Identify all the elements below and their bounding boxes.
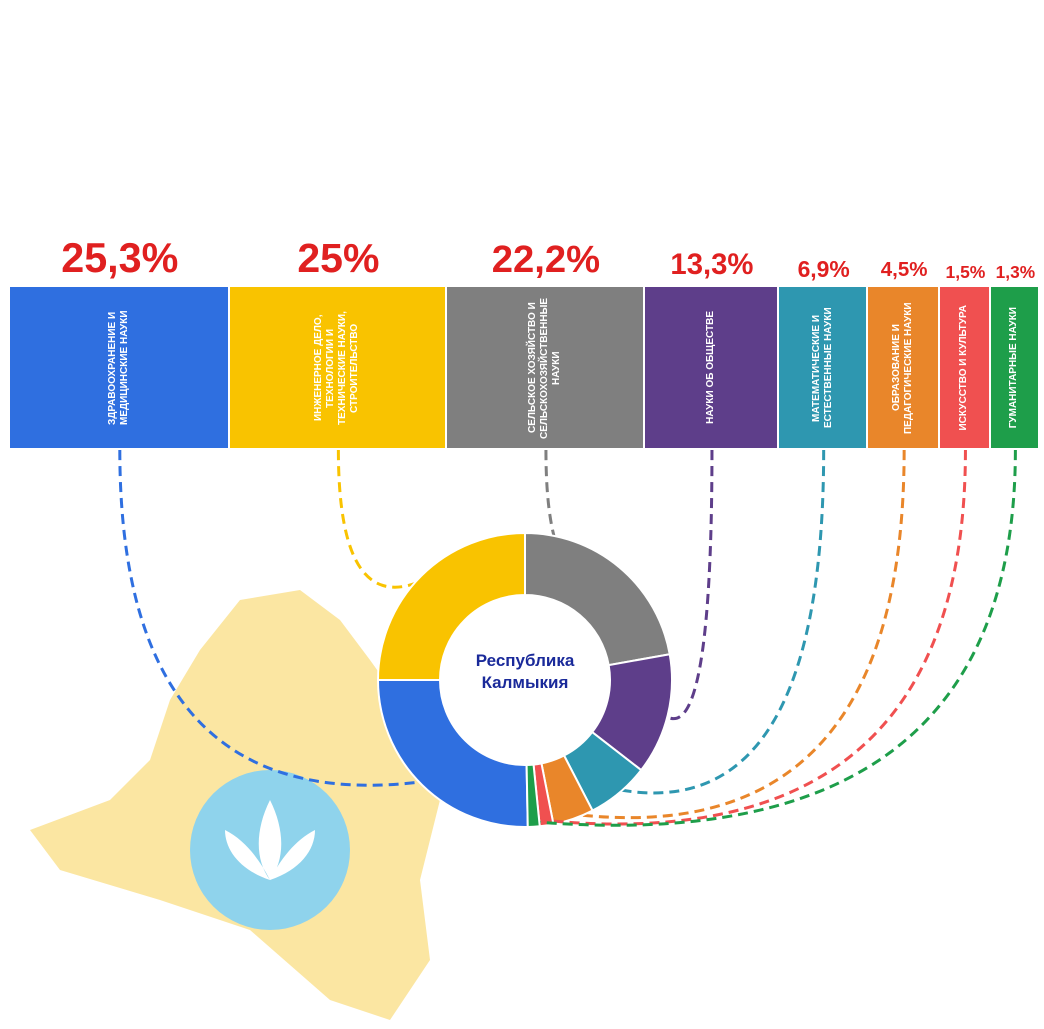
category-label: Математические и естественные науки [810,307,834,428]
connector [571,449,906,820]
connector [661,449,714,721]
value-label: 4,5% [880,258,928,282]
category-box: Инженерное дело, технологии и технически… [229,287,448,448]
lotus-icon [225,800,315,880]
category-box: Гуманитарные науки [990,287,1040,448]
connector [336,449,426,589]
donut-hole [441,596,609,764]
donut-segment [525,763,541,828]
value-label: 25% [297,234,380,281]
category-label: Сельское хозяйство и сельскохозяйственны… [526,296,562,439]
connector [118,449,426,787]
category-box: Искусство и культура [940,287,991,448]
value-label: 6,9% [797,255,850,282]
category-box: Здравоохранение и медицинские науки [10,287,230,448]
category-label: Инженерное дело, технологии и технически… [313,310,361,425]
connector [533,449,1017,827]
category-box: Образование и педагогические науки [868,287,941,448]
value-label: 25,3% [61,234,179,281]
connector [615,449,826,795]
value-label: 1,5% [945,261,986,282]
category-box: Сельское хозяйство и сельскохозяйственны… [447,287,645,448]
connector [545,449,967,826]
category-label: Гуманитарные науки [1008,306,1020,429]
category-label: Образование и педагогические науки [891,301,915,434]
value-label: 13,3% [670,248,754,282]
value-label: 22,2% [491,238,601,282]
value-label: 1,3% [995,262,1036,283]
center-label: Республика Калмыкия [475,651,575,692]
category-label: Искусство и культура [958,304,970,431]
donut-segment [376,679,529,828]
donut-segment [376,531,526,681]
donut-segment [524,531,671,667]
category-box: Науки об обществе [644,287,780,448]
category-box: Математические и естественные науки [779,287,869,448]
category-label: Здравоохранение и медицинские науки [106,310,130,425]
category-label: Науки об обществе [704,311,716,424]
